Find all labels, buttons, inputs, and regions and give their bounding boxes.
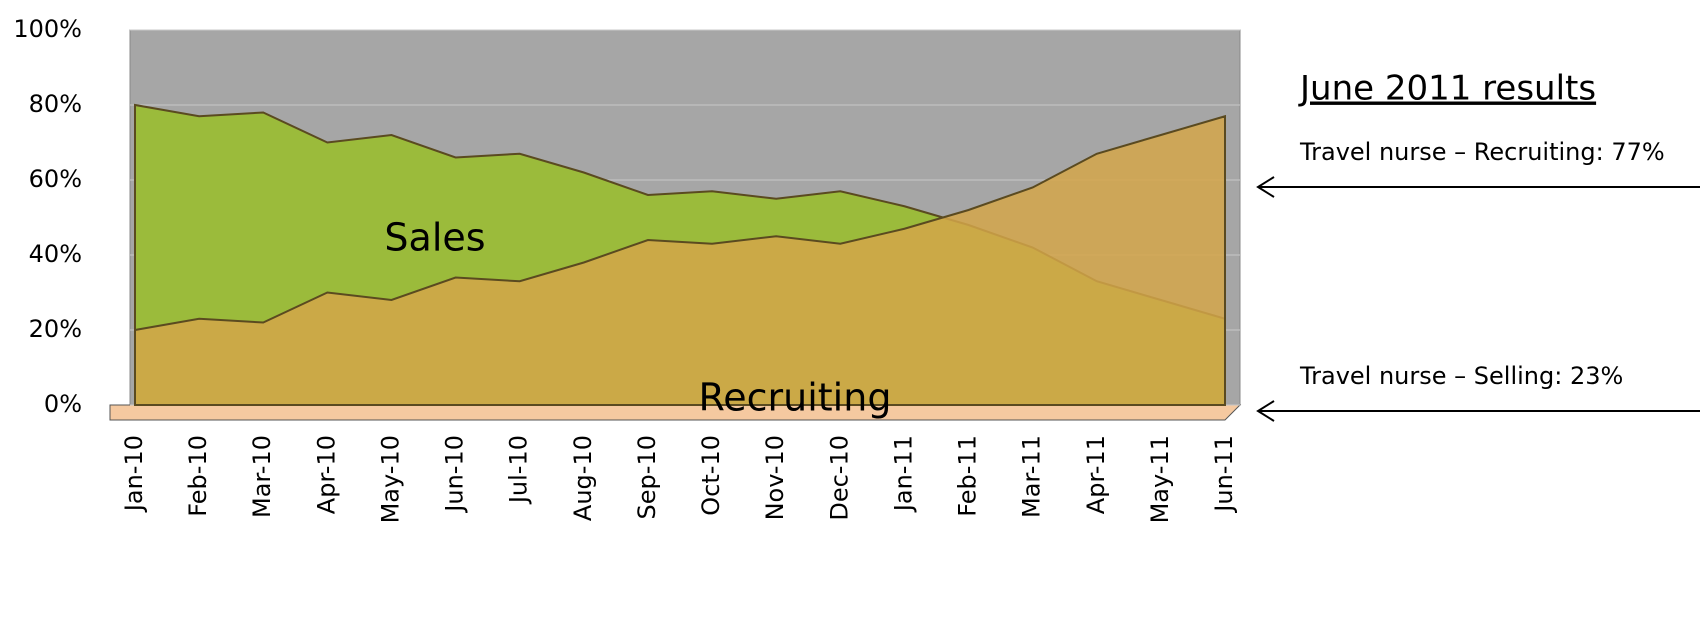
- annotation-heading: June 2011 results: [1298, 69, 1596, 109]
- arrows: [1256, 176, 1700, 422]
- y-tick-label: 20%: [29, 315, 82, 343]
- y-tick-label: 60%: [29, 165, 82, 193]
- y-tick-label: 0%: [44, 390, 82, 418]
- x-tick-label: Oct-10: [697, 435, 725, 516]
- annotation-recruiting: Travel nurse – Recruiting: 77%: [1299, 138, 1665, 166]
- y-tick-label: 80%: [29, 90, 82, 118]
- x-tick-label: Dec-10: [825, 435, 853, 521]
- x-tick-label: Jun-10: [441, 435, 469, 514]
- x-tick-label: May-11: [1146, 435, 1174, 523]
- series-label: Sales: [384, 216, 485, 260]
- x-tick-label: Sep-10: [633, 435, 661, 519]
- x-tick-label: Feb-10: [184, 435, 212, 517]
- x-tick-label: Jan-11: [889, 435, 917, 513]
- floor: [109, 404, 1242, 421]
- x-tick-label: Jul-10: [505, 435, 533, 505]
- x-tick-label: Apr-11: [1082, 435, 1110, 514]
- annotation-selling: Travel nurse – Selling: 23%: [1299, 362, 1623, 390]
- x-tick-label: Jan-10: [120, 435, 148, 513]
- x-tick-label: Apr-10: [312, 435, 340, 514]
- x-tick-label: Jun-11: [1210, 435, 1238, 514]
- x-tick-label: Mar-10: [248, 435, 276, 518]
- x-tick-label: Nov-10: [761, 435, 789, 520]
- x-tick-label: May-10: [376, 435, 404, 523]
- series-label: Recruiting: [699, 376, 892, 420]
- x-tick-label: Aug-10: [569, 435, 597, 521]
- x-tick-label: Feb-11: [954, 435, 982, 517]
- area: [134, 114, 1226, 406]
- x-tick-label: Mar-11: [1018, 435, 1046, 518]
- y-tick-label: 40%: [29, 240, 82, 268]
- y-tick-label: 100%: [13, 15, 82, 43]
